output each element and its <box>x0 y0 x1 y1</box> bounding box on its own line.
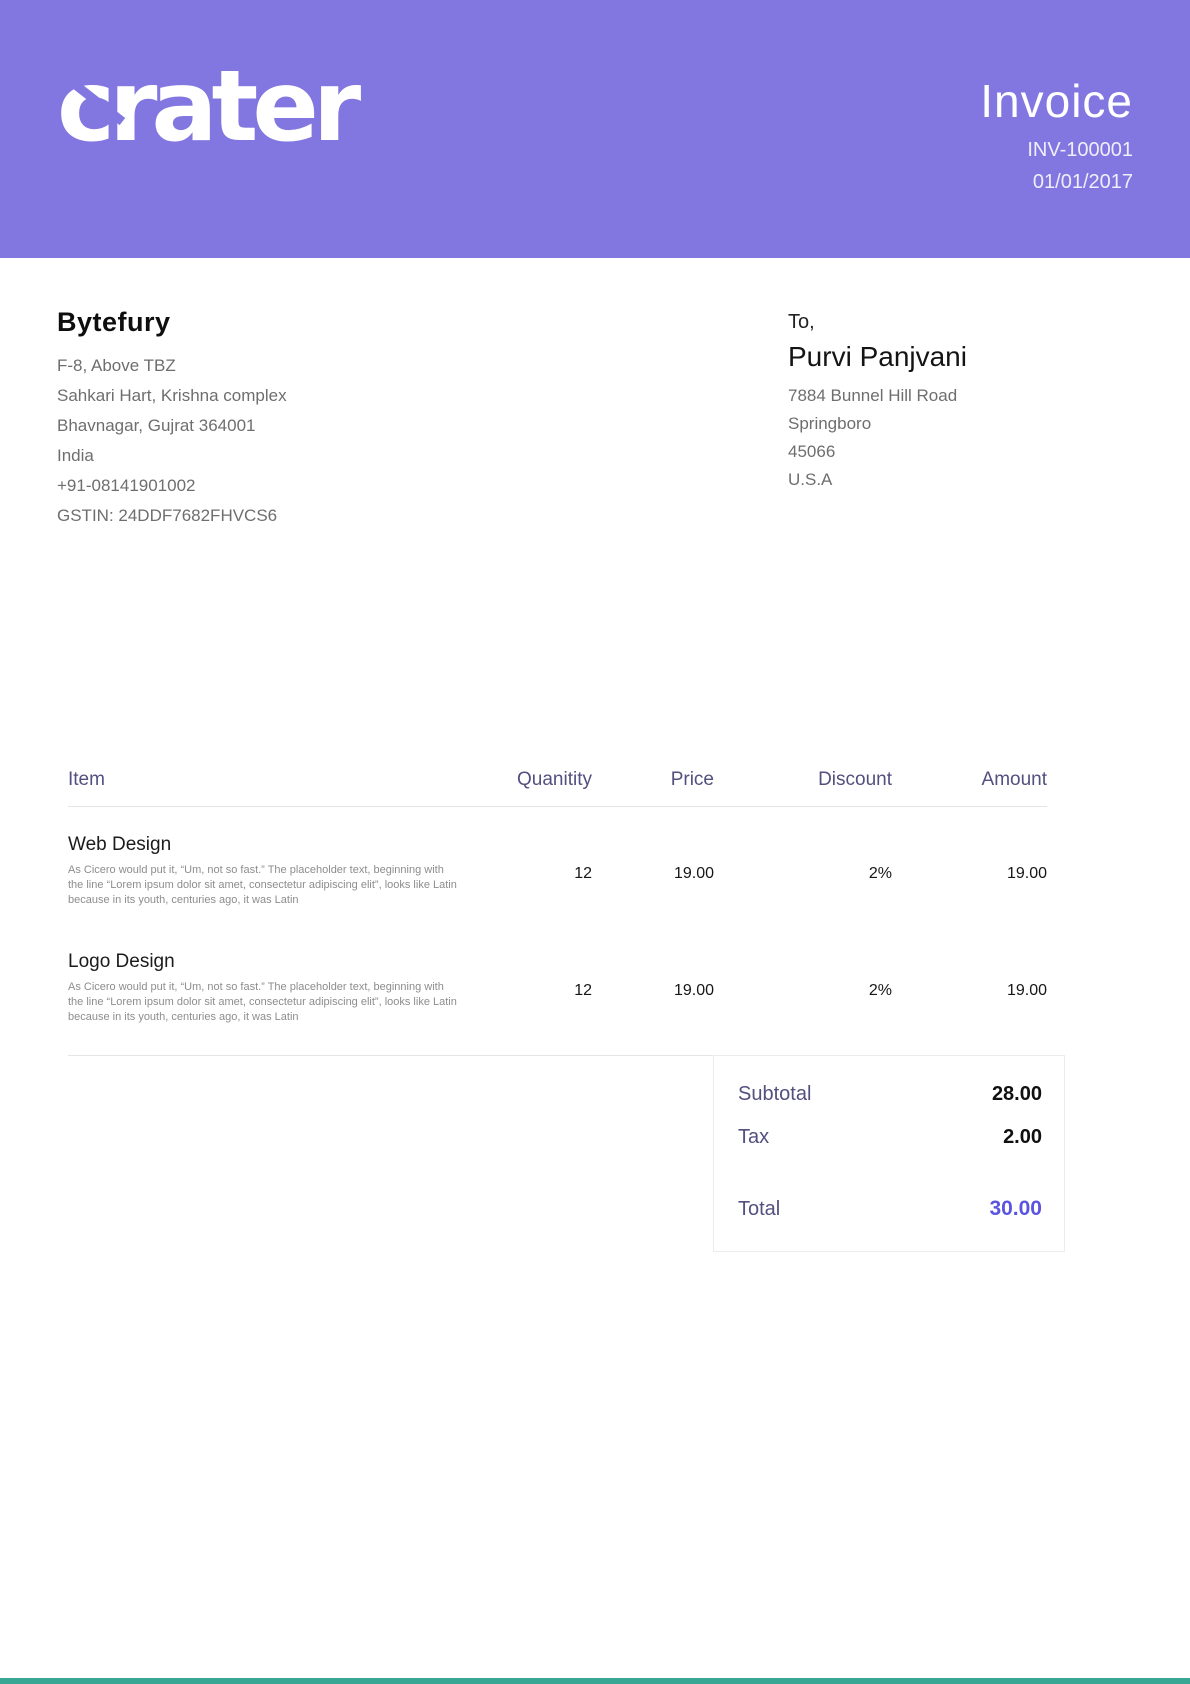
invoice-header: crater Invoice INV-100001 01/01/2017 <box>0 0 1190 258</box>
footer-accent-bar <box>0 1678 1190 1684</box>
items-table: Item Quanitity Price Discount Amount Web… <box>68 769 1047 1056</box>
item-cell: Web Design As Cicero would put it, “Um, … <box>68 834 462 924</box>
tax-label: Tax <box>738 1126 770 1148</box>
item-quantity: 12 <box>574 982 592 999</box>
col-header-quantity: Quanitity <box>517 769 592 790</box>
col-header-price: Price <box>670 769 714 790</box>
item-quantity: 12 <box>574 865 592 882</box>
bill-to-label: To, <box>788 311 815 333</box>
bill-to-name: Purvi Panjvani <box>788 341 967 372</box>
company-address-line: GSTIN: 24DDF7682FHVCS6 <box>57 506 278 525</box>
company-address-line: Sahkari Hart, Krishna complex <box>57 386 287 405</box>
company-address-line: F-8, Above TBZ <box>57 356 176 375</box>
tax-row: Tax 2.00 <box>738 1126 1042 1149</box>
bill-to-address-line: U.S.A <box>788 470 833 489</box>
total-label: Total <box>738 1198 781 1220</box>
item-name: Logo Design <box>68 951 175 972</box>
bill-to-address-line: 7884 Bunnel Hill Road <box>788 386 958 405</box>
total-row: Total 30.00 <box>738 1197 1042 1221</box>
table-row: Web Design As Cicero would put it, “Um, … <box>68 807 1047 924</box>
logo-r-slash <box>390 96 432 132</box>
subtotal-label: Subtotal <box>738 1083 812 1105</box>
total-value: 30.00 <box>989 1197 1042 1220</box>
totals-box: Subtotal 28.00 Tax 2.00 Total 30.00 <box>713 1055 1065 1252</box>
company-block: Bytefury F-8, Above TBZ Sahkari Hart, Kr… <box>57 307 287 531</box>
company-address-line: India <box>57 446 94 465</box>
item-discount: 2% <box>868 865 892 882</box>
parties-section: Bytefury F-8, Above TBZ Sahkari Hart, Kr… <box>0 258 1190 531</box>
col-header-amount: Amount <box>981 769 1047 790</box>
item-amount: 19.00 <box>1006 865 1047 882</box>
item-description: As Cicero would put it, “Um, not so fast… <box>68 981 457 1023</box>
item-description: As Cicero would put it, “Um, not so fast… <box>68 864 457 906</box>
col-header-discount: Discount <box>818 769 892 790</box>
item-price: 19.00 <box>673 865 714 882</box>
bill-to-address-line: 45066 <box>788 442 836 461</box>
table-divider <box>68 1055 1047 1056</box>
table-row: Logo Design As Cicero would put it, “Um,… <box>68 924 1047 1041</box>
invoice-title: Invoice <box>980 75 1133 127</box>
company-address-line: Bhavnagar, Gujrat 364001 <box>57 416 256 435</box>
bill-to-block: To, Purvi Panjvani 7884 Bunnel Hill Road… <box>788 307 1133 531</box>
subtotal-row: Subtotal 28.00 <box>738 1083 1042 1106</box>
invoice-date: 01/01/2017 <box>1032 171 1133 193</box>
invoice-number: INV-100001 <box>1027 139 1133 161</box>
subtotal-value: 28.00 <box>991 1083 1042 1105</box>
item-name: Web Design <box>68 834 172 855</box>
company-name: Bytefury <box>57 307 171 337</box>
item-cell: Logo Design As Cicero would put it, “Um,… <box>68 951 462 1041</box>
item-discount: 2% <box>868 982 892 999</box>
company-address-line: +91-08141901002 <box>57 476 196 495</box>
item-price: 19.00 <box>673 982 714 999</box>
company-address: F-8, Above TBZ Sahkari Hart, Krishna com… <box>57 351 287 531</box>
tax-value: 2.00 <box>1003 1126 1042 1148</box>
bill-to-address-line: Springboro <box>788 414 872 433</box>
item-amount: 19.00 <box>1006 982 1047 999</box>
crater-logo: crater <box>57 58 432 258</box>
items-table-header: Item Quanitity Price Discount Amount <box>68 769 1047 807</box>
bill-to-address: 7884 Bunnel Hill Road Springboro 45066 U… <box>788 382 1133 494</box>
invoice-meta: Invoice INV-100001 01/01/2017 <box>980 74 1133 258</box>
col-header-item: Item <box>68 769 105 790</box>
